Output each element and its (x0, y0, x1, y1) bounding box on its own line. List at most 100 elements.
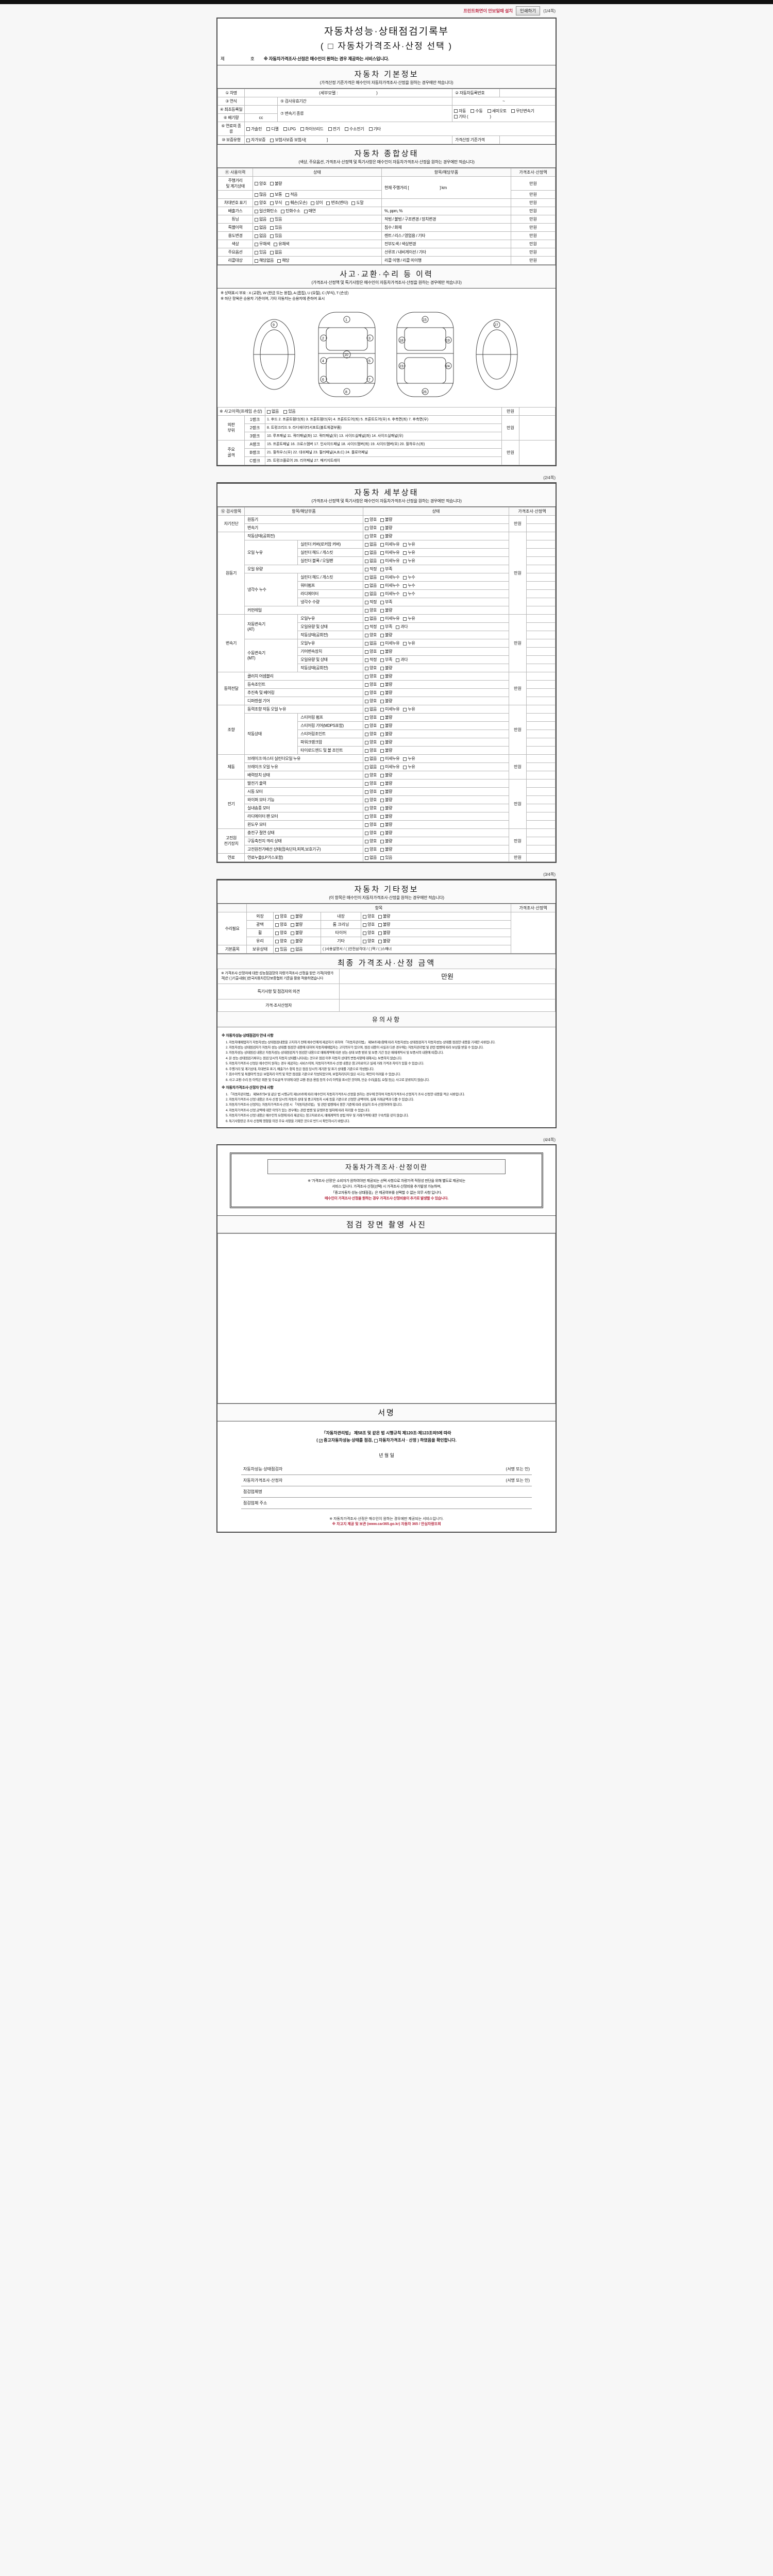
cell-states[interactable]: 양호 불량 (363, 795, 509, 804)
checkbox-icon[interactable] (380, 691, 384, 695)
checkbox-icon[interactable] (311, 201, 315, 205)
cell-options-a[interactable]: 양호 불량 (273, 928, 321, 937)
cell-states[interactable]: 없음 있음 (253, 223, 382, 232)
cell-item-part[interactable]: %, ppm, % (381, 207, 511, 215)
option-불량[interactable]: 불량 (378, 922, 391, 927)
cell-states[interactable]: 양호 불량 (363, 778, 509, 788)
cell-options-a[interactable]: 양호 불량 (273, 920, 321, 929)
checkbox-icon[interactable] (285, 193, 290, 197)
checkbox-icon[interactable] (275, 947, 279, 952)
option-부족[interactable]: 부족 (380, 599, 393, 605)
checkbox-icon[interactable] (403, 765, 407, 769)
cell-states[interactable]: 양호 불량 (363, 531, 509, 540)
checkbox-icon[interactable] (365, 691, 368, 695)
option-미세누유[interactable]: 미세누유 (380, 756, 400, 761)
option-양호[interactable]: 양호 (363, 938, 375, 944)
cell-states[interactable]: 없음 미세누유 누유 (363, 638, 509, 648)
option-미세누수[interactable]: 미세누수 (380, 583, 400, 588)
option-양호[interactable]: 양호 (365, 805, 377, 811)
cell-states[interactable]: 양호 불량 (363, 729, 509, 738)
checkbox-icon[interactable] (270, 201, 274, 205)
option-불량[interactable]: 불량 (380, 838, 393, 844)
option-불량[interactable]: 불량 (380, 814, 393, 819)
checkbox-icon[interactable] (365, 823, 368, 827)
option-보통[interactable]: 보통 (270, 192, 282, 197)
option-매연[interactable]: 매연 (304, 208, 316, 214)
option-없음[interactable]: 없음 (270, 249, 282, 255)
cell-states[interactable]: 없음 미세누유 누유 (363, 614, 509, 623)
cell-states[interactable]: 양호 불량 (363, 836, 509, 845)
option-없음[interactable]: 없음 (365, 591, 377, 597)
cell-item-part[interactable]: 렌트 / 리스 / 영업용 / 기타 (381, 231, 511, 240)
cell-price[interactable] (526, 630, 556, 639)
cell-states[interactable]: 적정 부족 과다 (363, 622, 509, 631)
cell-item-part[interactable] (381, 198, 511, 207)
checkbox-icon[interactable] (368, 127, 373, 131)
checkbox-icon[interactable] (380, 815, 384, 819)
checkbox-icon[interactable] (267, 410, 271, 414)
option-불량[interactable]: 불량 (380, 533, 393, 539)
option-누수[interactable]: 누수 (403, 591, 415, 597)
option-과다[interactable]: 과다 (396, 624, 408, 630)
option-변조(변타)[interactable]: 변조(변타) (326, 200, 348, 206)
option-미세누유[interactable]: 미세누유 (380, 550, 400, 555)
option-불량[interactable]: 불량 (291, 913, 303, 919)
cell-states[interactable]: 있음 없음 (253, 248, 382, 257)
checkbox-icon[interactable] (255, 226, 258, 230)
checkbox-icon[interactable] (365, 806, 368, 810)
option-불량[interactable]: 불량 (378, 913, 391, 919)
option-양호[interactable]: 양호 (365, 698, 377, 704)
option-불량[interactable]: 불량 (380, 649, 393, 654)
checkbox-icon[interactable] (365, 782, 368, 786)
cell-item-part[interactable]: 리콜 이행 / 리콜 미이행 (381, 256, 511, 265)
trans-option-1[interactable]: 수동 (470, 108, 483, 114)
cell-price[interactable] (526, 614, 556, 623)
checkbox-icon[interactable] (255, 259, 258, 263)
checkbox-icon[interactable] (365, 617, 368, 621)
option-양호[interactable]: 양호 (275, 938, 287, 944)
cell-options-a[interactable]: 양호 불량 (273, 911, 321, 921)
cell-sign-seal[interactable]: (서명 또는 인) (488, 1475, 532, 1486)
cell-states[interactable]: 양호 불량 (363, 820, 509, 829)
checkbox-icon[interactable] (380, 584, 384, 588)
cell-parts[interactable]: 15. 프론트패널 16. 크로스멤버 17. 인사이드패널 18. 사이드멤버… (265, 439, 502, 449)
checkbox-icon[interactable] (326, 201, 330, 205)
checkbox-icon[interactable] (275, 939, 279, 943)
checkbox-icon[interactable] (380, 773, 384, 777)
checkbox-icon[interactable] (291, 939, 295, 943)
warranty-option-0[interactable]: 자가보증 (246, 137, 266, 143)
option-적음[interactable]: 적음 (285, 192, 298, 197)
checkbox-icon[interactable] (380, 683, 384, 687)
option-없음[interactable]: 없음 (365, 640, 377, 646)
checkbox-icon[interactable] (380, 848, 384, 852)
cell-states[interactable]: 없음 미세누수 누수 (363, 581, 509, 590)
option-없음[interactable]: 없음 (365, 541, 377, 547)
cell-states[interactable]: 양호 불량 (363, 745, 509, 755)
checkbox-icon[interactable] (365, 716, 368, 720)
cell-price[interactable] (526, 820, 556, 829)
checkbox-icon[interactable] (270, 193, 274, 197)
cell-states[interactable]: 적정 부족 (363, 564, 509, 573)
cell-price[interactable] (526, 770, 556, 779)
option-양호[interactable]: 양호 (365, 682, 377, 687)
option-양호[interactable]: 양호 (365, 830, 377, 836)
option-없음[interactable]: 없음 (255, 233, 266, 239)
cell-price[interactable] (526, 556, 556, 565)
fuel-option-4[interactable]: 전기 (328, 126, 340, 132)
option-누유[interactable]: 누유 (403, 558, 415, 564)
option-없음[interactable]: 없음 (365, 616, 377, 621)
option-없음[interactable]: 없음 (255, 216, 266, 222)
cell-states[interactable]: 양호 불량 (363, 713, 509, 722)
option-없음[interactable]: 없음 (365, 756, 377, 761)
option-있음[interactable]: 있음 (270, 216, 282, 222)
checkbox-icon[interactable] (380, 650, 384, 654)
checkbox-icon[interactable] (365, 567, 368, 571)
frame-option-0[interactable]: 없음 (267, 409, 279, 414)
cell-parts[interactable]: 21. 휠하우스(우) 22. 대쉬패널 23. 필러패널(A,B,C) 24.… (265, 448, 502, 457)
signature-date[interactable]: 년 월 일 (379, 1452, 394, 1458)
cell-price[interactable] (526, 589, 556, 598)
option-양호[interactable]: 양호 (365, 525, 377, 531)
trans-option-2[interactable]: 세미오토 (487, 108, 507, 114)
cell-states[interactable]: 일산화탄소 탄화수소 매연 (253, 207, 382, 215)
cell-options-b[interactable]: 양호 불량 (361, 920, 511, 929)
